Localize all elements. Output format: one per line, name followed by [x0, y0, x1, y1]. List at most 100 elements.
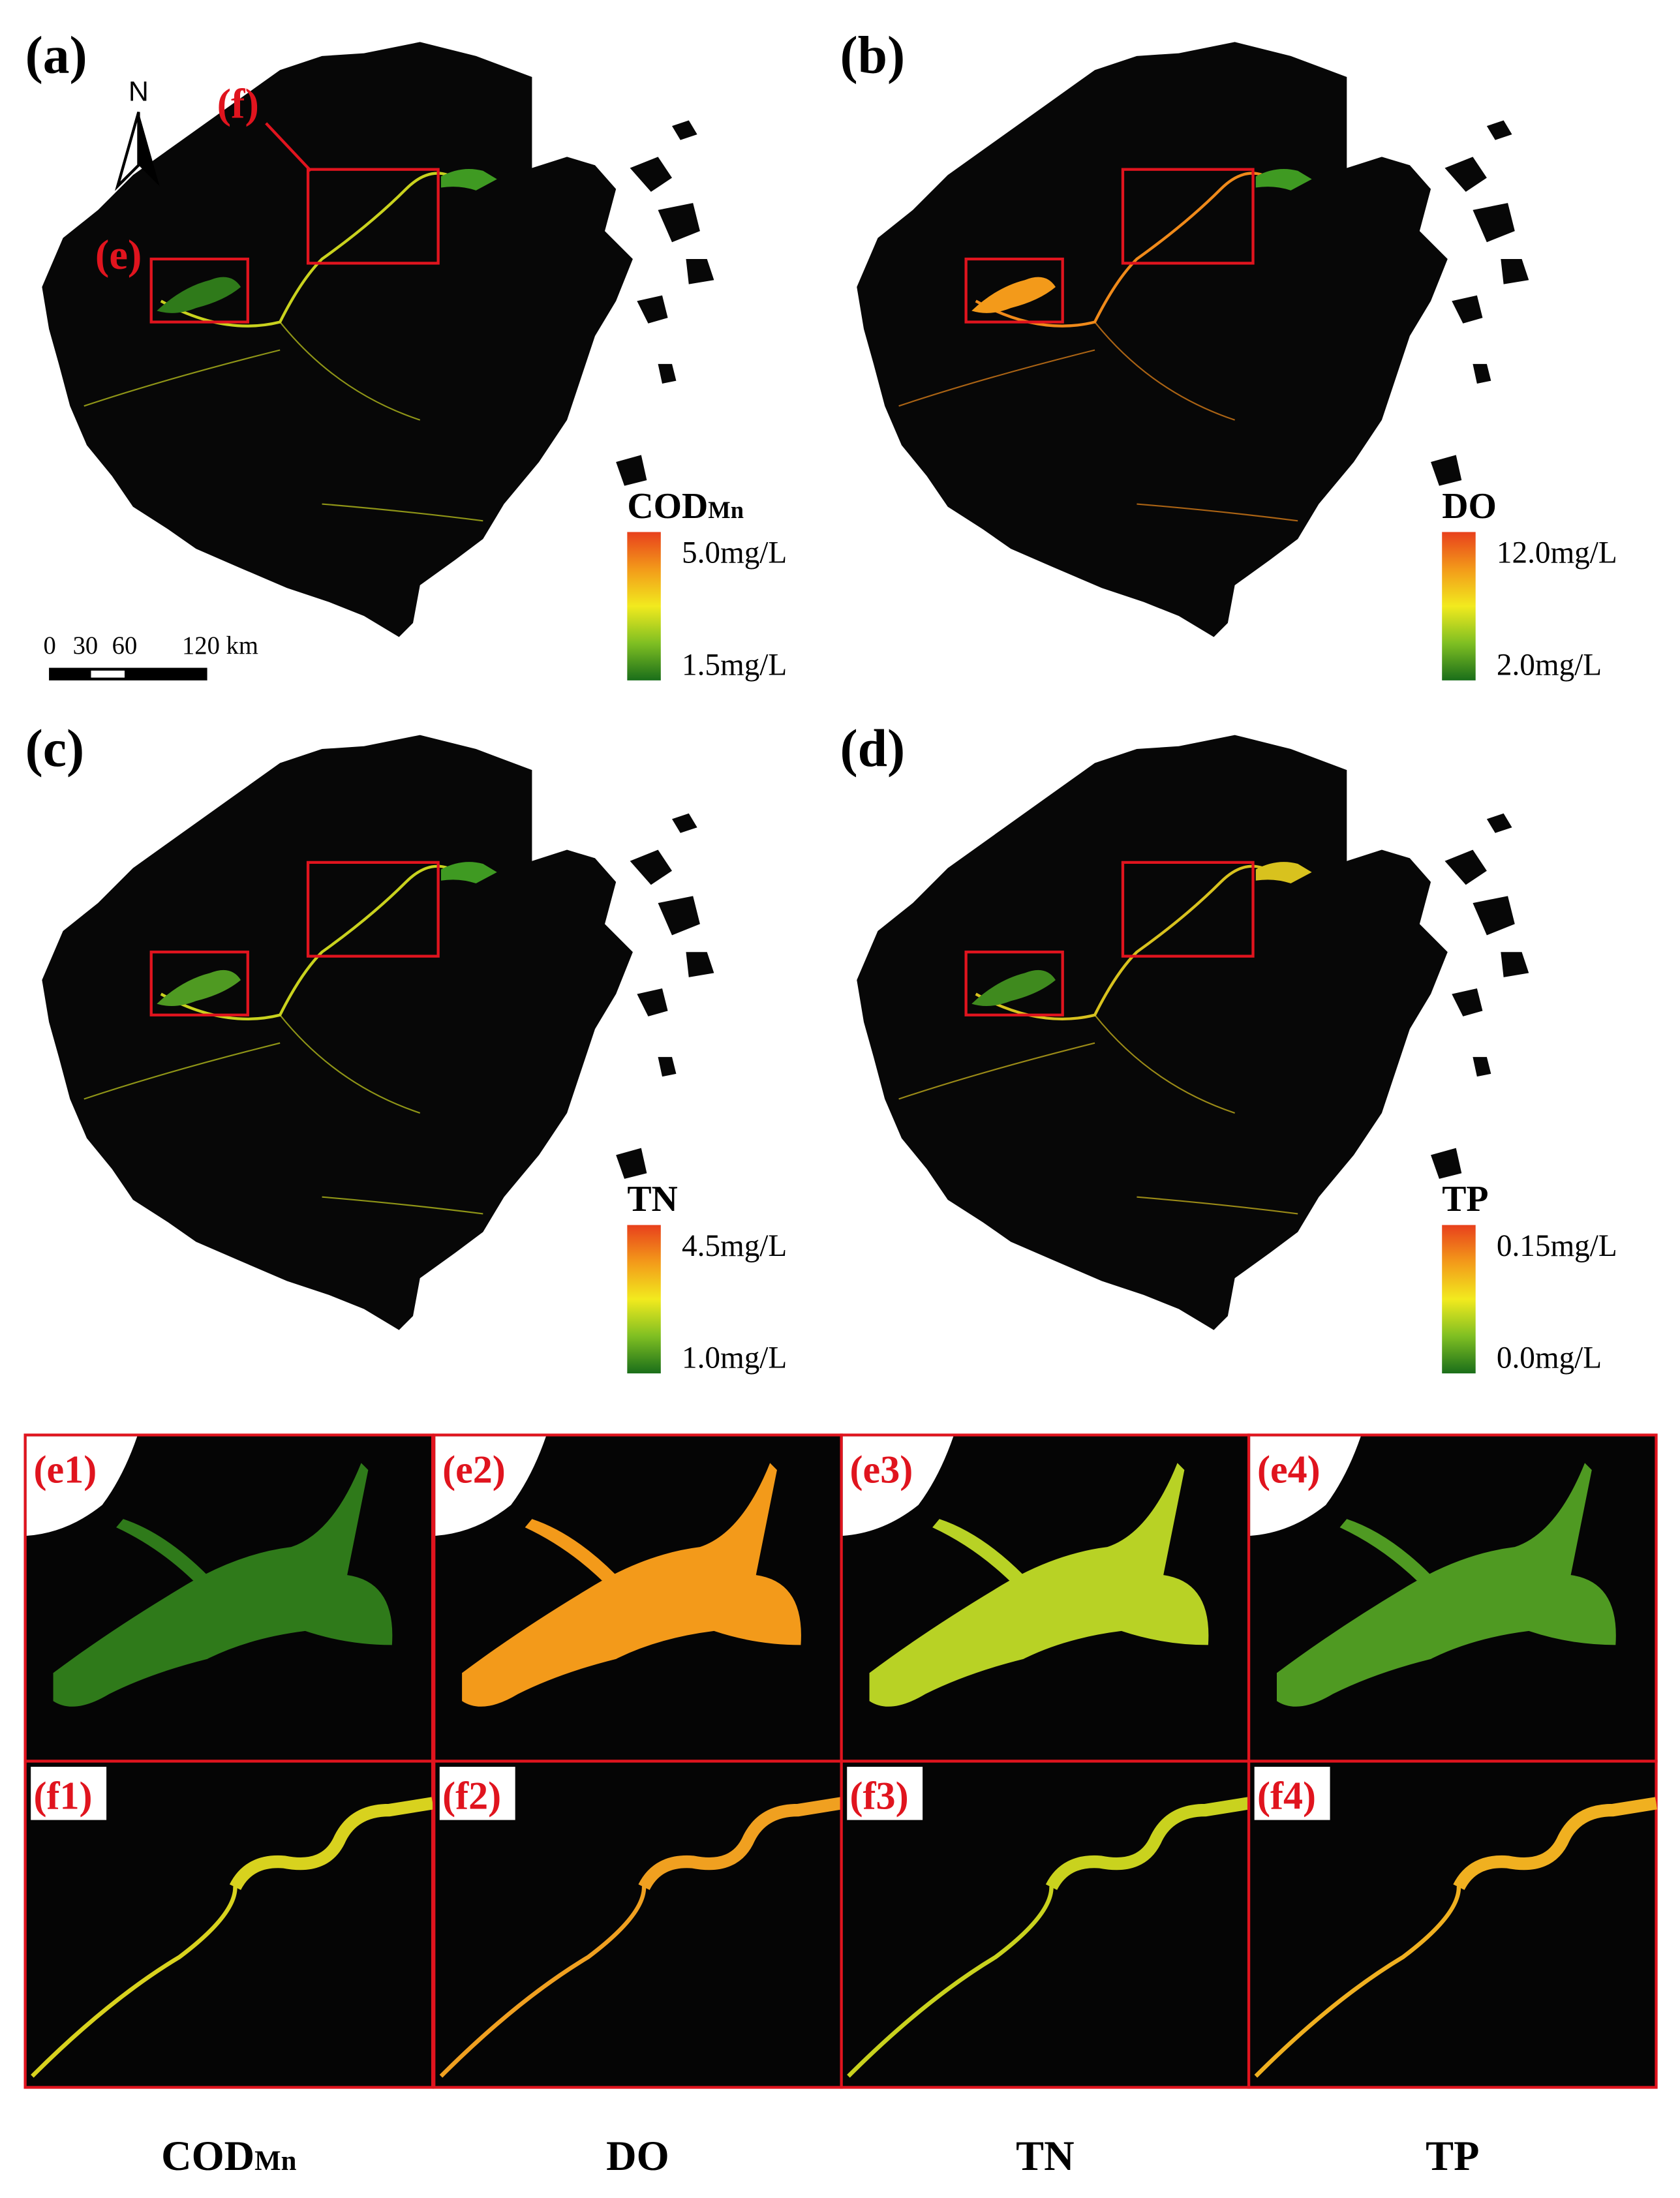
column-label-main: TP	[1426, 2133, 1479, 2179]
river-wide	[638, 1797, 843, 1891]
column-label-main: TN	[1016, 2133, 1074, 2179]
column-label-sub: Mn	[254, 2146, 296, 2176]
column-label-main: DO	[606, 2133, 669, 2179]
lake	[971, 969, 1056, 1007]
inset-box	[964, 951, 1064, 1016]
river	[160, 172, 483, 328]
inset-label-box	[847, 1767, 923, 1820]
estuary	[1255, 168, 1312, 191]
legend-title: CODMn	[627, 486, 744, 527]
column-label: CODMn	[161, 2133, 297, 2179]
province-map	[42, 735, 714, 1330]
column-label: TN	[1016, 2133, 1074, 2179]
inset-label: (f3)	[850, 1773, 909, 1817]
inset-label: (e1)	[34, 1447, 97, 1491]
inset-box	[1121, 861, 1255, 958]
callout-line	[265, 122, 312, 172]
column-label: TP	[1426, 2133, 1479, 2179]
lake	[971, 277, 1056, 313]
inset-box	[1121, 168, 1255, 265]
river	[975, 864, 1298, 1021]
lake	[869, 1463, 1209, 1707]
inset-label: (e2)	[442, 1447, 506, 1491]
map-panel: (c) TN4.5mg/L 1.0mg/L	[25, 718, 787, 1375]
color-ramp	[1442, 1225, 1476, 1374]
legend-title-main: DO	[1442, 486, 1497, 527]
inset-label-box	[439, 1441, 515, 1494]
legend-min: 1.5mg/L	[682, 648, 787, 682]
river	[160, 864, 483, 1021]
legend-max: 5.0mg/L	[682, 536, 787, 570]
river	[898, 1015, 1298, 1215]
scale-bar	[49, 667, 207, 680]
inset-box	[149, 257, 249, 324]
color-ramp	[627, 532, 661, 680]
scale-label: 60	[112, 632, 138, 660]
inset-panel: (f1)	[23, 1760, 435, 2089]
scale-bar	[91, 670, 125, 678]
inset-label: (f4)	[1257, 1773, 1316, 1817]
legend-title-main: TN	[627, 1179, 677, 1219]
legend-title: TP	[1442, 1179, 1488, 1219]
estuary	[440, 862, 497, 884]
inset-panel: (f2)	[433, 1760, 843, 2089]
inset-label: (e3)	[850, 1447, 913, 1491]
river-wide	[1453, 1797, 1658, 1891]
color-ramp	[627, 1225, 661, 1374]
lake	[1277, 1463, 1616, 1707]
scale-label: 30	[73, 632, 99, 660]
river	[84, 1015, 483, 1215]
inset-box	[964, 257, 1064, 324]
river-wide	[1045, 1797, 1250, 1891]
panel-label: (b)	[840, 25, 906, 85]
legend-title: DO	[1442, 486, 1497, 527]
inset-panel: (e2)	[433, 1433, 843, 1763]
panel-label: (c)	[25, 718, 85, 778]
legend-max: 0.15mg/L	[1497, 1229, 1617, 1263]
map-panel: (a) CODMn 5.0mg/L 1.5mg/L	[25, 25, 787, 682]
legend-min: 1.0mg/L	[682, 1341, 787, 1375]
inset-label: (f1)	[34, 1773, 93, 1817]
lake	[462, 1463, 801, 1707]
inset-label-box	[847, 1441, 923, 1494]
lake	[157, 277, 241, 313]
inset-panel: (f4)	[1247, 1760, 1658, 2089]
panel-label: (d)	[840, 718, 906, 778]
scale-label: 120 km	[182, 632, 258, 660]
inset-box	[306, 861, 440, 958]
legend-title-main: TP	[1442, 1179, 1488, 1219]
legend-min: 0.0mg/L	[1497, 1341, 1602, 1375]
inset-panel: (e1)	[23, 1433, 435, 1763]
inset-label: (f2)	[442, 1773, 501, 1817]
legend-title-sub: Mn	[708, 497, 744, 523]
river-wide	[229, 1797, 434, 1891]
province-map	[857, 42, 1529, 637]
river	[84, 321, 483, 522]
legend-min: 2.0mg/L	[1497, 648, 1602, 682]
callout-label: (e)	[95, 232, 142, 278]
inset-label: (e4)	[1257, 1447, 1321, 1491]
map-panel: (d) TP 0.15mg/L 0.0mg/L	[840, 718, 1617, 1375]
scale-label: 0	[44, 632, 56, 660]
column-label-main: COD	[161, 2133, 254, 2179]
estuary	[1255, 862, 1312, 884]
column-label: DO	[606, 2133, 669, 2179]
province-map	[857, 735, 1529, 1330]
color-ramp	[1442, 532, 1476, 680]
lake	[157, 969, 241, 1007]
inset-label-box	[1254, 1441, 1330, 1494]
inset-panel: (e3)	[840, 1433, 1251, 1763]
lake	[53, 1463, 393, 1707]
river	[898, 321, 1298, 522]
north-label: N	[129, 76, 149, 108]
panel-label: (a)	[25, 25, 87, 85]
estuary	[440, 168, 497, 191]
inset-label-box	[1254, 1767, 1330, 1820]
legend-max: 4.5mg/L	[682, 1229, 787, 1263]
inset-label-box	[31, 1767, 107, 1820]
inset-label-box	[31, 1441, 107, 1494]
inset-box	[306, 168, 440, 265]
callout-label: (f)	[217, 80, 259, 127]
